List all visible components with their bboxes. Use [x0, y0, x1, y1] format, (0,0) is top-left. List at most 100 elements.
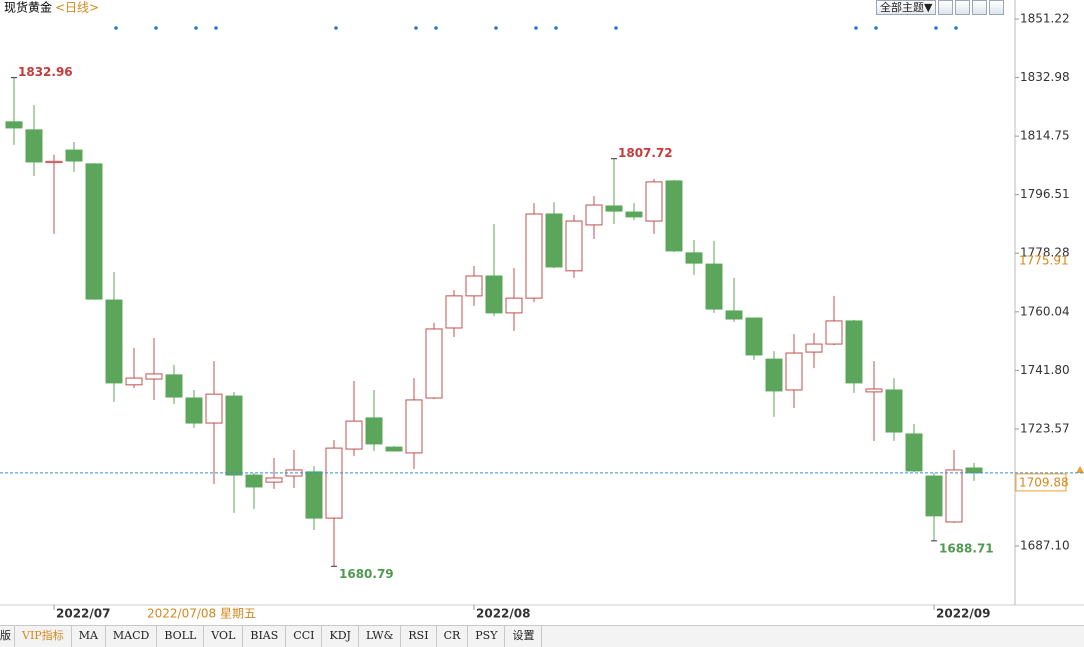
candle-body: [265, 477, 283, 483]
price-arrow: [1076, 466, 1084, 473]
x-tick-label: 2022/07: [56, 607, 110, 621]
indicator-tab[interactable]: CR: [437, 626, 469, 647]
indicator-tab[interactable]: PSY: [468, 626, 506, 647]
y-tick-label: 1687.10: [1020, 539, 1070, 553]
candle-body: [805, 343, 823, 353]
event-dot: [534, 26, 538, 30]
y-tick-label: 1814.75: [1020, 129, 1070, 143]
candle-body: [765, 358, 783, 392]
candle-body: [165, 374, 183, 398]
y-tick-label: 1723.57: [1020, 421, 1070, 435]
candle-body: [665, 180, 683, 252]
tool-icon[interactable]: [972, 0, 988, 15]
candle-body: [705, 263, 723, 310]
theme-button[interactable]: 全部主题▼: [876, 0, 937, 15]
tool-icon[interactable]: [955, 0, 971, 15]
candle-body: [685, 252, 703, 264]
candle-body: [385, 446, 403, 452]
candle-body: [125, 377, 143, 386]
indicator-tab[interactable]: KDJ: [322, 626, 359, 647]
tool-icon[interactable]: [938, 0, 954, 15]
chart: 现货黄金 <日线> 2022/07/08 星期五 1851.22 1832.98 1…: [0, 0, 1084, 621]
candle-body: [945, 469, 963, 523]
candle-body: [525, 213, 543, 299]
candle-body: [545, 213, 563, 268]
candle-body: [825, 320, 843, 345]
candle-body: [5, 121, 23, 129]
high-label: 1832.96: [18, 65, 73, 79]
candle-body: [325, 447, 343, 519]
candle-body: [485, 275, 503, 314]
last-price-box: [1015, 473, 1067, 492]
y-tick-label: 1760.04: [1020, 304, 1070, 318]
candle-body: [205, 393, 223, 424]
candle-body: [925, 475, 943, 517]
candle-body: [585, 204, 603, 226]
instrument-title: 现货黄金: [4, 0, 52, 15]
period-label[interactable]: <日线>: [55, 1, 99, 15]
event-dot: [214, 26, 218, 30]
event-dot: [954, 26, 958, 30]
indicator-tab[interactable]: VIP指标: [15, 626, 72, 647]
event-dot: [114, 26, 118, 30]
candle-body: [565, 220, 583, 272]
low-label: 1688.71: [939, 541, 994, 555]
indicator-tab[interactable]: BIAS: [243, 626, 287, 647]
candle-body: [285, 469, 303, 477]
indicator-tab[interactable]: VOL: [204, 626, 244, 647]
candle-body: [445, 295, 463, 329]
candle-body: [405, 399, 423, 454]
indicator-tab[interactable]: RSI: [401, 626, 437, 647]
low-label: 1680.79: [339, 567, 394, 581]
indicator-tab[interactable]: LW&: [359, 626, 402, 647]
x-tick-label: 2022/08: [476, 607, 530, 621]
high-label: 1807.72: [618, 146, 673, 160]
event-dot: [194, 26, 198, 30]
indicator-tabs: 版 VIP指标 MA MACD BOLL VOL BIAS CCI KDJ LW& RSI CR PSY…: [0, 625, 1084, 647]
candle-body: [245, 474, 263, 488]
candle-body: [185, 397, 203, 424]
event-dot: [434, 26, 438, 30]
indicator-tab[interactable]: BOLL: [157, 626, 205, 647]
reference-price-label: 1775.91: [1019, 253, 1069, 267]
event-dot: [154, 26, 158, 30]
candle-body: [745, 317, 763, 356]
candle-body: [865, 388, 883, 393]
candle-body: [225, 395, 243, 476]
candle-body: [845, 320, 863, 384]
event-dot: [494, 26, 498, 30]
indicator-tab[interactable]: CCI: [286, 626, 323, 647]
candle-body: [85, 163, 103, 300]
event-dot: [414, 26, 418, 30]
candle-body: [305, 471, 323, 519]
indicator-tab[interactable]: 版: [0, 626, 15, 647]
candle-body: [645, 181, 663, 222]
y-tick-label: 1741.80: [1020, 363, 1070, 377]
candle-body: [145, 373, 163, 380]
event-dot: [614, 26, 618, 30]
y-tick-label: 1778.28: [1020, 246, 1070, 260]
indicator-tab[interactable]: MA: [72, 626, 106, 647]
candle-body: [625, 211, 643, 218]
tool-icon[interactable]: [989, 0, 1005, 15]
candle-body: [785, 352, 803, 391]
candle-body: [65, 149, 83, 162]
toolbar: 全部主题▼: [876, 0, 1005, 15]
candle-body: [345, 420, 363, 450]
candle-body: [905, 433, 923, 472]
cursor-date: 2022/07/08 星期五: [147, 607, 256, 621]
last-price-label: 1709.88: [1019, 475, 1069, 489]
y-tick-label: 1851.22: [1020, 12, 1070, 26]
candle-body: [45, 160, 63, 164]
indicator-tab[interactable]: MACD: [106, 626, 158, 647]
candle-body: [505, 297, 523, 314]
event-dot: [334, 26, 338, 30]
event-dot: [934, 26, 938, 30]
event-dot: [854, 26, 858, 30]
y-tick-label: 1832.98: [1020, 70, 1070, 84]
indicator-tab[interactable]: 设置: [505, 626, 543, 647]
candle-body: [965, 467, 983, 474]
event-dot: [554, 26, 558, 30]
x-tick-label: 2022/09: [936, 607, 990, 621]
candle-body: [105, 299, 123, 384]
